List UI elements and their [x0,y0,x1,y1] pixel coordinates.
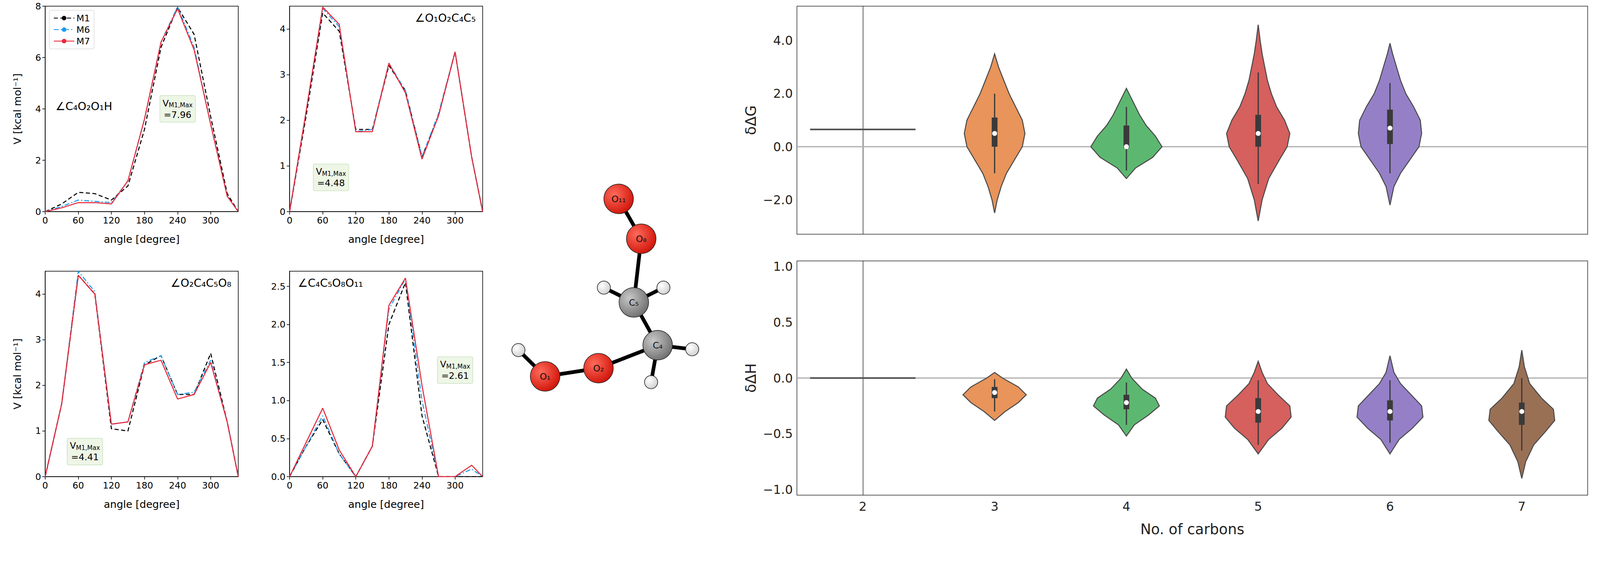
svg-text:240: 240 [168,215,187,226]
svg-text:O₂: O₂ [593,363,604,374]
svg-text:60: 60 [72,480,85,491]
svg-text:4: 4 [35,288,42,300]
svg-text:3: 3 [990,499,999,514]
svg-text:2.5: 2.5 [271,281,286,292]
svg-text:−2.0: −2.0 [762,192,793,208]
svg-text:=7.96: =7.96 [163,109,192,120]
svg-text:=4.41: =4.41 [71,451,99,463]
svg-text:M1,Max: M1,Max [446,362,470,371]
svg-text:∠O₂C₄C₅O₈: ∠O₂C₄C₅O₈ [170,276,232,290]
svg-text:240: 240 [413,215,431,226]
svg-text:V: V [162,98,169,109]
svg-text:∠O₁O₂C₄C₅: ∠O₁O₂C₄C₅ [414,11,476,25]
svg-text:120: 120 [347,215,365,226]
svg-text:120: 120 [102,215,120,226]
svg-text:=4.48: =4.48 [317,177,345,189]
svg-text:=2.61: =2.61 [441,370,469,381]
svg-text:2: 2 [35,155,42,166]
svg-text:V: V [69,440,76,451]
svg-text:0: 0 [286,215,293,226]
svg-text:0: 0 [286,480,293,491]
svg-text:C₅: C₅ [628,297,639,308]
svg-text:120: 120 [347,480,365,491]
svg-text:angle [degree]: angle [degree] [103,233,180,246]
svg-text:2.0: 2.0 [773,86,793,101]
svg-text:O₈: O₈ [635,233,647,245]
svg-text:δΔH: δΔH [742,363,760,393]
svg-text:300: 300 [202,215,220,226]
svg-text:V: V [315,166,323,177]
svg-text:O₁₁: O₁₁ [611,193,627,205]
svg-text:1: 1 [279,160,286,171]
svg-text:60: 60 [317,215,329,226]
svg-text:2: 2 [279,115,286,126]
svg-text:0: 0 [35,206,42,217]
svg-text:No. of carbons: No. of carbons [1140,520,1245,538]
svg-text:240: 240 [168,480,187,491]
svg-text:3: 3 [35,334,42,345]
svg-text:3: 3 [279,69,286,80]
svg-text:2: 2 [858,499,867,514]
svg-text:V [kcal mol⁻¹]: V [kcal mol⁻¹] [11,73,24,145]
svg-text:M7: M7 [76,36,90,47]
svg-text:60: 60 [72,215,85,226]
svg-text:0.0: 0.0 [271,471,286,482]
svg-text:V: V [439,359,447,370]
svg-text:V [kcal mol⁻¹]: V [kcal mol⁻¹] [11,338,24,410]
svg-text:180: 180 [135,215,154,226]
svg-text:0: 0 [35,471,42,482]
svg-text:M1,Max: M1,Max [168,101,193,109]
svg-text:8: 8 [35,1,42,12]
svg-text:6: 6 [1385,499,1394,514]
svg-text:M1,Max: M1,Max [75,444,100,452]
svg-text:300: 300 [446,215,464,226]
svg-text:∠C₄C₅O₈O₁₁: ∠C₄C₅O₈O₁₁ [297,276,364,290]
svg-text:7: 7 [1517,499,1526,514]
svg-text:240: 240 [413,480,431,491]
svg-text:300: 300 [446,480,464,491]
svg-text:M6: M6 [76,24,90,35]
svg-text:300: 300 [202,480,220,491]
svg-text:0.0: 0.0 [773,139,793,155]
svg-text:4: 4 [35,103,42,115]
svg-text:angle [degree]: angle [degree] [348,233,424,246]
svg-text:180: 180 [380,480,398,491]
svg-text:1: 1 [35,425,42,436]
svg-text:δΔG: δΔG [742,105,760,135]
svg-text:0.5: 0.5 [271,433,286,444]
svg-text:angle [degree]: angle [degree] [103,498,180,511]
svg-text:4.0: 4.0 [773,33,793,48]
svg-text:1.0: 1.0 [271,395,286,406]
svg-text:0: 0 [279,206,286,217]
svg-text:4: 4 [1122,499,1131,514]
svg-text:5: 5 [1254,499,1262,514]
svg-text:2: 2 [35,379,42,391]
svg-text:C₄: C₄ [652,340,663,351]
svg-text:180: 180 [380,215,398,226]
svg-text:M1: M1 [76,13,90,24]
svg-text:2.0: 2.0 [271,319,286,330]
svg-text:4: 4 [279,23,286,35]
svg-text:60: 60 [317,480,329,491]
svg-text:O₁: O₁ [539,371,551,382]
svg-text:0.5: 0.5 [773,315,793,330]
svg-text:−0.5: −0.5 [762,426,793,441]
svg-text:0.0: 0.0 [773,370,793,386]
svg-text:M1,Max: M1,Max [322,170,346,178]
svg-text:0: 0 [42,480,49,491]
svg-text:1.5: 1.5 [271,357,286,368]
svg-text:0: 0 [42,215,49,226]
svg-text:6: 6 [35,52,42,63]
svg-text:angle [degree]: angle [degree] [348,498,424,511]
svg-text:1.0: 1.0 [773,259,793,274]
svg-text:−1.0: −1.0 [762,482,793,497]
svg-text:180: 180 [135,480,154,491]
svg-text:120: 120 [102,480,120,491]
svg-text:∠C₄O₂O₁H: ∠C₄O₂O₁H [55,99,113,113]
